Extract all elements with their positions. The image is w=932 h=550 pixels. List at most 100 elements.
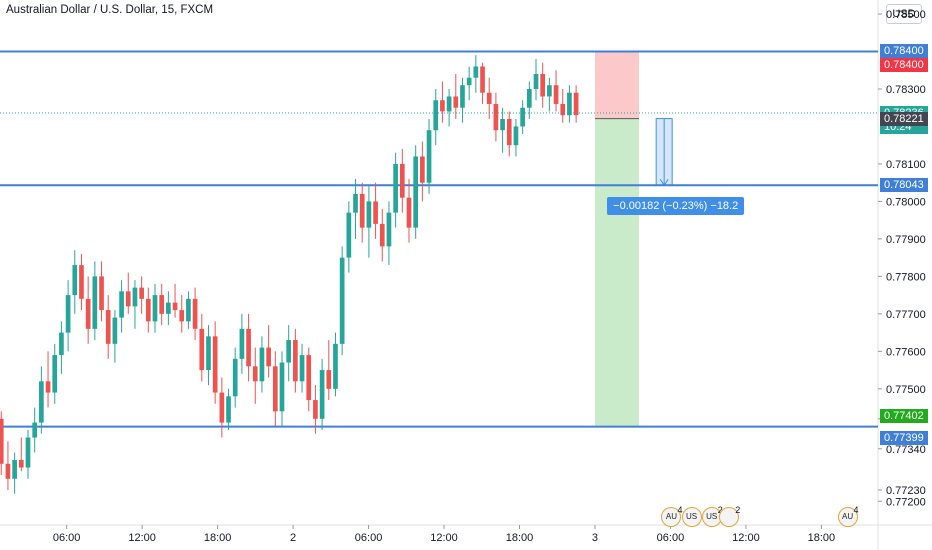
economic-event-icon[interactable]: AU xyxy=(661,507,682,527)
candle-body xyxy=(386,212,392,247)
candle-body xyxy=(145,298,151,322)
candle-body xyxy=(299,355,305,382)
candle-body xyxy=(18,460,24,468)
economic-event-icon[interactable]: US xyxy=(701,507,722,527)
candle-body xyxy=(186,298,191,322)
economic-event-icon[interactable]: AU xyxy=(837,507,858,527)
x-tick-label: 12:00 xyxy=(430,532,458,544)
candle-body xyxy=(266,347,271,367)
candle-body xyxy=(32,422,38,438)
price-tag-position-stop: 0.77402 xyxy=(880,408,928,423)
candle-body xyxy=(259,347,265,382)
price-tag-line: 0.78043 xyxy=(880,178,928,193)
candle-body xyxy=(286,340,292,363)
candle-body xyxy=(533,73,539,89)
candle-body xyxy=(480,66,485,93)
candle-body xyxy=(433,100,439,131)
candle-body xyxy=(166,302,171,314)
candle-body xyxy=(466,77,472,86)
economic-event-icon[interactable]: US xyxy=(681,507,702,527)
price-tag-position-target: 0.78400 xyxy=(880,58,928,73)
candle-body xyxy=(453,96,459,108)
candle-body xyxy=(99,276,104,311)
candle-body xyxy=(179,310,185,322)
x-tick-label: 18:00 xyxy=(506,532,534,544)
candle-body xyxy=(45,381,51,393)
candle-body xyxy=(125,291,131,307)
candle-body xyxy=(85,298,91,329)
x-tick-label: 2 xyxy=(290,532,296,544)
candle-body xyxy=(446,96,452,112)
candle-body xyxy=(112,317,118,344)
candle-body xyxy=(573,92,579,116)
candle-body xyxy=(246,328,251,367)
y-tick-label: 0.77230 xyxy=(886,485,926,497)
price-tag-line: 0.77399 xyxy=(880,430,928,445)
candle-body xyxy=(279,362,285,412)
candle-body xyxy=(206,336,211,371)
candle-body xyxy=(199,328,205,371)
candle-body xyxy=(72,265,78,296)
candle-body xyxy=(119,291,124,318)
candle-body xyxy=(560,103,566,116)
y-tick-label: 0.77340 xyxy=(886,444,926,456)
candle-body xyxy=(513,126,519,146)
y-tick-label: 0.77200 xyxy=(886,496,926,508)
candle-body xyxy=(547,85,552,97)
candle-body xyxy=(500,118,505,131)
candle-body xyxy=(346,212,352,258)
x-tick-label: 06:00 xyxy=(355,532,383,544)
x-tick-label: 06:00 xyxy=(657,532,685,544)
candle-body xyxy=(159,295,165,314)
candle-body xyxy=(540,73,546,97)
chart-title: Australian Dollar / U.S. Dollar, 15, FXC… xyxy=(6,4,214,16)
candle-body xyxy=(440,100,445,112)
candle-body xyxy=(493,103,499,131)
candle-body xyxy=(252,366,258,382)
candle-body xyxy=(473,66,479,78)
candle-body xyxy=(25,437,31,468)
candle-body xyxy=(319,370,325,419)
candle-body xyxy=(152,295,158,322)
y-tick-label: 0.78100 xyxy=(886,159,926,171)
y-tick-label: 0.77800 xyxy=(886,271,926,283)
candle-body xyxy=(132,287,138,307)
candle-body xyxy=(420,156,425,183)
candle-body xyxy=(52,355,58,393)
economic-event-icon[interactable] xyxy=(719,507,740,527)
candle-body xyxy=(520,107,525,127)
price-tag-position-entry: 0.78221 xyxy=(880,111,928,126)
candle-body xyxy=(65,295,71,333)
x-tick-label: 3 xyxy=(592,532,598,544)
candle-body xyxy=(339,257,345,344)
candle-body xyxy=(353,193,358,213)
candle-body xyxy=(293,340,298,382)
candle-body xyxy=(105,310,111,344)
candle-body xyxy=(486,92,492,104)
x-tick-label: 18:00 xyxy=(204,532,232,544)
take-profit-zone xyxy=(594,118,640,426)
candle-body xyxy=(379,223,385,247)
candle-body xyxy=(172,302,178,311)
candle-body xyxy=(366,201,372,228)
candle-body xyxy=(59,332,64,356)
candle-body xyxy=(393,163,398,213)
candle-body xyxy=(326,370,332,389)
candle-body xyxy=(333,343,338,389)
candle-body xyxy=(39,381,44,423)
stop-loss-zone xyxy=(594,51,640,119)
currency-button[interactable]: USD xyxy=(886,4,922,24)
candle-body xyxy=(406,197,412,228)
candle-body xyxy=(426,130,432,183)
y-tick-label: 0.77700 xyxy=(886,309,926,321)
candle-body xyxy=(526,88,532,108)
measure-label: −0.00182 (−0.23%) −18.2 xyxy=(607,197,745,216)
candle-body xyxy=(139,287,144,299)
candle-body xyxy=(413,156,419,228)
event-count: 4 xyxy=(853,505,859,515)
x-tick-label: 06:00 xyxy=(53,532,81,544)
candle-body xyxy=(226,396,231,423)
candle-body xyxy=(239,328,245,359)
candle-body xyxy=(212,336,218,393)
